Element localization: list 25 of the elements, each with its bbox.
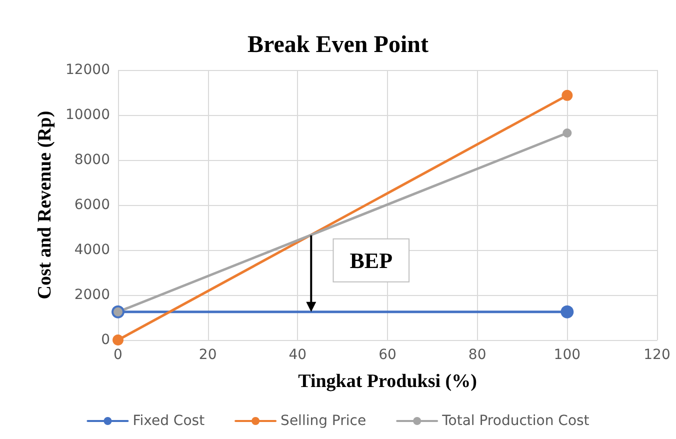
y-tick-label: 4000 [74, 242, 110, 258]
y-tick-label: 10000 [65, 107, 110, 123]
y-tick-label: 6000 [74, 197, 110, 213]
annotation: BEP [350, 248, 393, 273]
x-tick-label: 40 [288, 347, 307, 363]
legend-label: Total Production Cost [441, 413, 590, 429]
point [562, 90, 573, 101]
legend-label: Selling Price [280, 413, 366, 429]
point [560, 305, 574, 318]
y-tick-label: 8000 [74, 152, 110, 168]
x-tick-label: 0 [114, 347, 122, 363]
legend-label: Fixed Cost [132, 413, 206, 429]
y-tick-label: 2000 [74, 287, 110, 303]
x-axis-title: Tingkat Produksi (%) [298, 371, 477, 392]
y-tick-label: 12000 [65, 62, 110, 78]
x-tick-label: 120 [644, 347, 670, 363]
point [562, 128, 572, 138]
x-tick-label: 80 [468, 347, 486, 363]
x-tick-label: 60 [378, 347, 396, 363]
x-tick-label: 20 [198, 347, 217, 363]
chart-title: Break Even Point [248, 32, 428, 58]
y-axis-title: Cost and Revenue (Rp) [34, 110, 56, 300]
point [112, 334, 124, 346]
x-tick-label: 100 [554, 347, 581, 363]
y-tick-label: 0 [101, 332, 110, 348]
